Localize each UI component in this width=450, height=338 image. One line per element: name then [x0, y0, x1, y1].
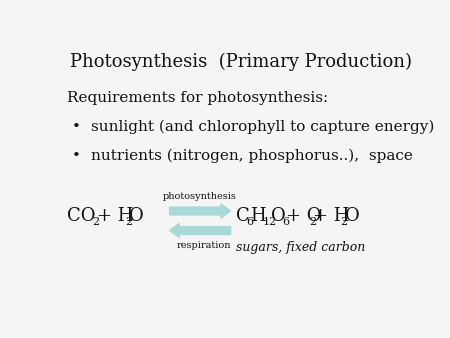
Text: Photosynthesis  (Primary Production): Photosynthesis (Primary Production) [70, 52, 412, 71]
Text: + H: + H [313, 208, 350, 225]
Text: O: O [345, 208, 360, 225]
Text: respiration: respiration [176, 241, 231, 250]
Text: 2: 2 [309, 217, 316, 227]
Text: + O: + O [287, 208, 322, 225]
Text: 2: 2 [341, 217, 347, 227]
Text: sugars, fixed carbon: sugars, fixed carbon [236, 241, 365, 255]
Text: O: O [130, 208, 144, 225]
FancyArrow shape [170, 223, 230, 238]
Text: 12: 12 [263, 217, 277, 227]
Text: H: H [251, 208, 266, 225]
Text: nutrients (nitrogen, phosphorus..),  space: nutrients (nitrogen, phosphorus..), spac… [91, 149, 413, 163]
FancyArrow shape [170, 204, 230, 218]
Text: CO: CO [67, 208, 95, 225]
Text: O: O [271, 208, 285, 225]
Text: 2: 2 [125, 217, 132, 227]
Text: •: • [72, 149, 81, 163]
Text: 6: 6 [282, 217, 289, 227]
Text: 2: 2 [92, 217, 99, 227]
Text: sunlight (and chlorophyll to capture energy): sunlight (and chlorophyll to capture ene… [91, 120, 435, 134]
Text: C: C [236, 208, 250, 225]
Text: •: • [72, 120, 81, 134]
Text: + H: + H [97, 208, 134, 225]
Text: photosynthesis: photosynthesis [163, 192, 237, 201]
Text: Requirements for photosynthesis:: Requirements for photosynthesis: [67, 91, 328, 105]
Text: 6: 6 [246, 217, 253, 227]
